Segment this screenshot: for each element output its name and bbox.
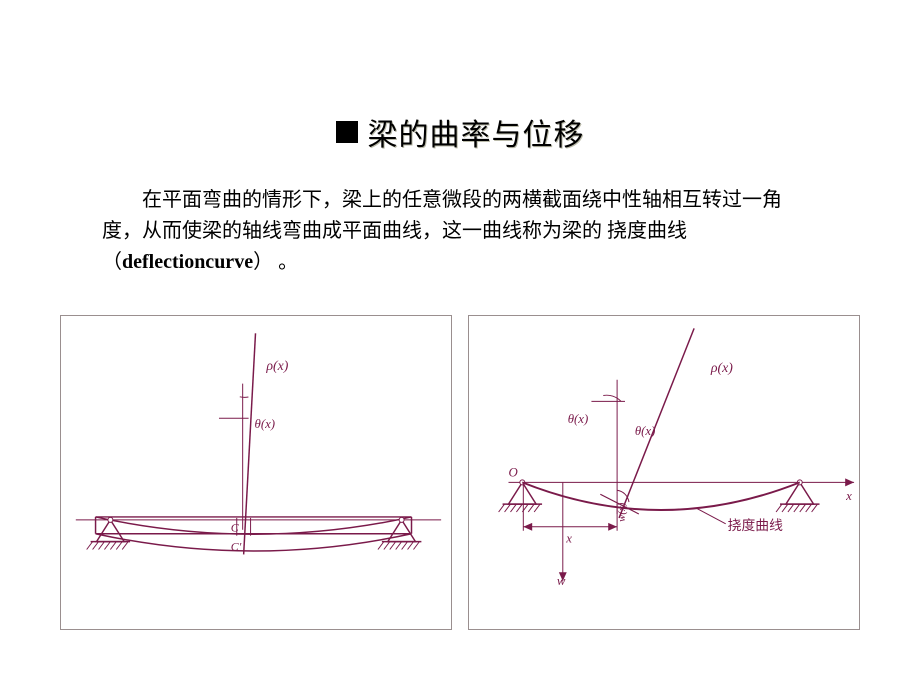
figure-right: Ox w x w(x) ρ(x) θ(x) θ(x) 挠度曲线 [468,315,860,630]
svg-text:w(x): w(x) [616,502,628,522]
svg-text:挠度曲线: 挠度曲线 [728,518,783,533]
body-paragraph: 在平面弯曲的情形下，梁上的任意微段的两横截面绕中性轴相互转过一角度，从而使梁的轴… [102,185,820,278]
svg-text:O: O [508,465,517,479]
svg-text:x: x [845,489,852,503]
svg-text:θ(x): θ(x) [635,424,656,438]
figure-left: ρ(x) θ(x) C C' [60,315,452,630]
svg-text:ρ(x): ρ(x) [710,360,733,376]
svg-text:θ(x): θ(x) [568,412,589,426]
figure-right-svg: Ox w x w(x) ρ(x) θ(x) θ(x) 挠度曲线 [469,316,859,629]
svg-text:C': C' [231,540,242,554]
svg-text:ρ(x): ρ(x) [265,358,288,374]
para-term: 挠度曲线 [607,220,687,242]
svg-text:x: x [565,532,572,546]
page-title: 梁的曲率与位移 [368,119,585,152]
title-bullet [336,121,358,143]
svg-text:w: w [557,574,566,588]
figure-row: ρ(x) θ(x) C C' Ox w x w(x) ρ(x) θ(x) θ(x) 挠度曲线 [60,315,860,630]
para-en-term: deflectioncurve [122,251,253,273]
figure-left-svg: ρ(x) θ(x) C C' [61,316,451,629]
svg-text:C: C [231,521,239,535]
svg-text:θ(x): θ(x) [255,417,276,431]
title-block: 梁的曲率与位移 [0,110,920,154]
